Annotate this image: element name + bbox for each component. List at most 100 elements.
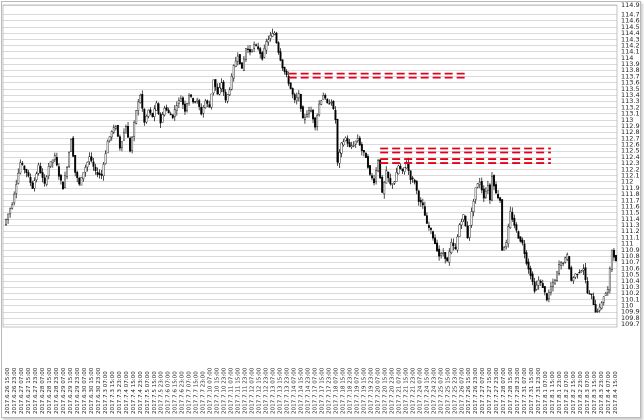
x-tick-label: 2017.7.20 07:00 — [375, 367, 381, 414]
candle-body — [9, 208, 12, 215]
candle-body — [234, 60, 237, 67]
x-tick-label: 2017.7.28 07:00 — [501, 367, 507, 414]
candle-body — [27, 172, 30, 177]
candle-body — [277, 42, 280, 53]
candle-body — [541, 283, 544, 288]
y-tick-label: 111.9 — [621, 184, 640, 192]
candle-body — [293, 94, 296, 101]
candle-body — [129, 137, 132, 152]
y-tick-label: 113.3 — [621, 97, 640, 105]
candle-body — [41, 172, 44, 178]
candle-body — [131, 136, 134, 151]
candle-body — [537, 279, 540, 286]
candle-body — [590, 293, 593, 296]
candle-body — [480, 181, 483, 191]
candle-body — [326, 99, 329, 104]
y-tick-label: 111.6 — [621, 202, 640, 210]
candle-body — [517, 231, 520, 239]
candle-body — [558, 264, 561, 274]
y-tick-label: 110.3 — [621, 283, 640, 291]
candle-body — [604, 292, 607, 296]
x-tick-label: 2017.7.27 15:00 — [487, 367, 493, 414]
x-tick-label: 2017.7.12 07:00 — [250, 367, 256, 414]
candle-body — [232, 65, 235, 79]
candle-body — [533, 281, 536, 292]
x-tick-label: 2017.7.3 23:00 — [117, 371, 123, 414]
x-tick-label: 2017.7.28 23:00 — [515, 367, 521, 414]
candle-body — [531, 273, 534, 282]
candle-body — [301, 106, 304, 119]
x-tick-label: 2017.6.29 07:00 — [61, 367, 67, 414]
candle-body — [43, 177, 46, 184]
x-tick-label: 2017.7.5 07:00 — [145, 371, 151, 414]
x-tick-label: 2017.7.7 23:00 — [201, 371, 207, 414]
candle-body — [574, 273, 577, 278]
x-tick-label: 2017.6.27 23:00 — [33, 367, 39, 414]
candle-body — [283, 66, 286, 72]
candle-body — [484, 190, 487, 198]
candle-body — [102, 164, 105, 177]
candle-body — [133, 122, 136, 137]
candle-body — [285, 70, 288, 76]
candle-body — [488, 184, 491, 201]
candle-body — [338, 152, 341, 164]
x-tick-label: 2017.7.13 07:00 — [271, 367, 277, 414]
y-axis-ticks: 114.9114.7114.6114.5114.4114.3114.2114.1… — [621, 1, 640, 328]
candle-body — [108, 136, 111, 141]
x-tick-label: 2017.7.17 23:00 — [326, 367, 332, 414]
x-tick-label: 2017.7.4 15:00 — [131, 371, 137, 414]
x-tick-label: 2017.8.1 15:00 — [550, 371, 556, 414]
candle-body — [308, 110, 310, 115]
candle-body — [519, 236, 522, 242]
x-tick-label: 2017.7.25 07:00 — [438, 367, 444, 414]
candle-body — [466, 225, 469, 239]
candle-body — [513, 217, 516, 226]
candle-body — [450, 242, 453, 254]
candle-body — [427, 225, 430, 228]
candle-body — [100, 174, 103, 176]
x-tick-label: 2017.7.7 15:00 — [194, 371, 200, 414]
candle-body — [147, 109, 150, 117]
candle-body — [320, 100, 323, 105]
candle-body — [458, 224, 461, 237]
candle-body — [409, 170, 412, 180]
candle-body — [448, 251, 451, 263]
candle-body — [104, 153, 107, 164]
candle-body — [165, 107, 168, 111]
candle-body — [171, 114, 174, 118]
resistance-lines — [288, 72, 551, 164]
candle-body — [509, 211, 512, 228]
candle-body — [312, 109, 315, 120]
candle-body — [391, 183, 394, 185]
x-tick-label: 2017.7.25 15:00 — [445, 367, 451, 414]
candle-body — [468, 225, 471, 238]
candle-body — [543, 286, 546, 293]
candle-body — [49, 161, 52, 167]
x-tick-label: 2017.7.26 07:00 — [459, 367, 465, 414]
candle-body — [244, 48, 247, 60]
y-tick-label: 113.6 — [621, 79, 640, 87]
candle-body — [346, 138, 349, 144]
candle-body — [253, 44, 256, 49]
candle-body — [116, 125, 119, 137]
y-tick-label: 110.1 — [621, 295, 640, 303]
candle-body — [462, 214, 465, 220]
x-tick-label: 2017.7.10 15:00 — [215, 367, 221, 414]
candle-body — [247, 48, 249, 50]
y-tick-label: 111.8 — [621, 190, 640, 198]
candle-body — [240, 62, 243, 69]
candle-body — [493, 175, 495, 187]
x-tick-label: 2017.7.24 15:00 — [424, 367, 430, 414]
y-tick-label: 111.2 — [621, 227, 640, 235]
candle-body — [598, 306, 601, 311]
candle-body — [503, 247, 506, 251]
x-tick-label: 2017.8.1 23:00 — [557, 371, 563, 414]
candle-body — [261, 52, 264, 60]
candle-body — [332, 100, 335, 110]
candle-body — [289, 82, 292, 89]
candle-body — [454, 246, 457, 250]
x-tick-label: 2017.7.11 07:00 — [229, 367, 235, 414]
candle-body — [588, 293, 591, 295]
candle-body — [387, 171, 390, 179]
